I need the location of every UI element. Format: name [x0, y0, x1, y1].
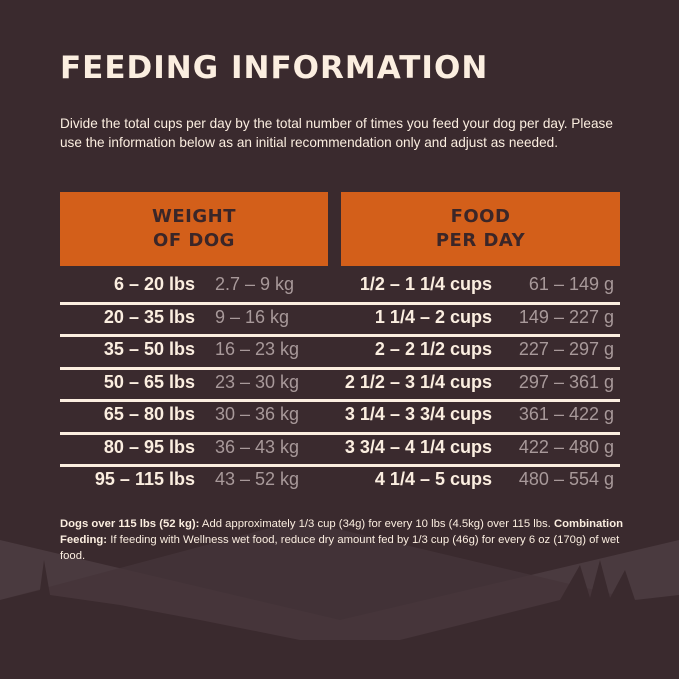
weight-kg: 2.7 – 9 kg [215, 274, 295, 294]
food-grams: 297 – 361 g [518, 371, 614, 392]
weight-lbs: 6 – 20 lbs [113, 274, 195, 294]
food-grams: 361 – 422 g [518, 404, 614, 424]
food-grams: 149 – 227 g [518, 306, 614, 327]
table-row: 50 – 65 lbs 23 – 30 kg 2 1/2 – 3 1/4 cup… [60, 370, 620, 402]
weight-lbs: 50 – 65 lbs [103, 371, 195, 392]
weight-lbs: 80 – 95 lbs [103, 436, 195, 457]
food-cups: 3 1/4 – 3 3/4 cups [344, 404, 492, 424]
weight-kg: 9 – 16 kg [215, 306, 290, 327]
table-row: 20 – 35 lbs 9 – 16 kg 1 1/4 – 2 cups 149… [60, 305, 620, 337]
page-title: FEEDING INFORMATION [60, 50, 489, 86]
weight-lbs: 20 – 35 lbs [103, 306, 195, 327]
weight-kg: 16 – 23 kg [215, 339, 300, 359]
food-cups: 2 1/2 – 3 1/4 cups [344, 371, 492, 392]
food-cups: 2 – 2 1/2 cups [374, 339, 492, 359]
row-divider [60, 301, 620, 305]
weight-kg: 30 – 36 kg [215, 404, 300, 424]
food-cups: 3 3/4 – 4 1/4 cups [344, 436, 492, 457]
table-row: 65 – 80 lbs 30 – 36 kg 3 1/4 – 3 3/4 cup… [60, 402, 620, 435]
row-divider [60, 334, 620, 337]
food-grams: 61 – 149 g [528, 274, 614, 294]
food-grams: 480 – 554 g [518, 469, 614, 489]
footnote: Dogs over 115 lbs (52 kg): Add approxima… [60, 518, 623, 562]
table-row: 6 – 20 lbs 2.7 – 9 kg 1/2 – 1 1/4 cups 6… [60, 272, 620, 305]
food-grams: 422 – 480 g [518, 436, 614, 457]
weight-kg: 23 – 30 kg [215, 371, 300, 392]
weight-header: WEIGHT OF DOG [60, 192, 328, 266]
row-divider [60, 464, 620, 467]
row-divider [60, 366, 620, 370]
row-divider [60, 431, 620, 435]
table-row: 80 – 95 lbs 36 – 43 kg 3 3/4 – 4 1/4 cup… [60, 435, 620, 467]
weight-lbs: 35 – 50 lbs [103, 339, 195, 359]
food-cups: 1/2 – 1 1/4 cups [359, 274, 492, 294]
weight-lbs: 65 – 80 lbs [103, 404, 195, 424]
row-divider [60, 399, 620, 402]
food-header: FOOD PER DAY [341, 192, 620, 266]
food-cups: 1 1/4 – 2 cups [374, 306, 492, 327]
weight-lbs: 95 – 115 lbs [94, 469, 195, 489]
grass-silhouette [0, 560, 679, 679]
intro-text: Divide the total cups per day by the tot… [60, 116, 613, 150]
food-grams: 227 – 297 g [518, 339, 614, 359]
weight-kg: 43 – 52 kg [215, 469, 300, 489]
table-row: 35 – 50 lbs 16 – 23 kg 2 – 2 1/2 cups 22… [60, 337, 620, 370]
table-row: 95 – 115 lbs 43 – 52 kg 4 1/4 – 5 cups 4… [60, 467, 620, 500]
weight-kg: 36 – 43 kg [215, 436, 300, 457]
food-cups: 4 1/4 – 5 cups [374, 469, 492, 489]
